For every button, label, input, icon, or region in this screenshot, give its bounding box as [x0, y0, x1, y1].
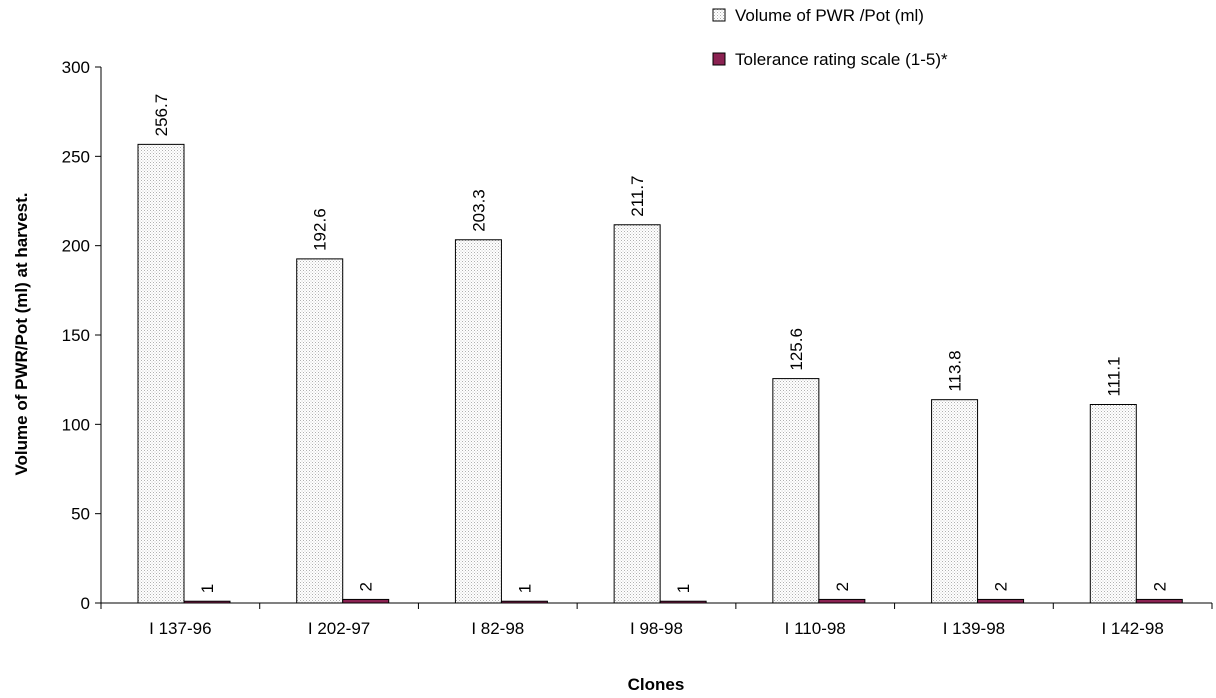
data-label-volume: 125.6 [787, 328, 806, 371]
data-label-volume: 211.7 [628, 175, 647, 216]
x-axis: I 137-96 I 202-97 I 82-98 I 98-98 I 110-98 I … [100, 602, 1213, 638]
data-label-volume: 256.7 [152, 94, 171, 137]
legend-label-volume: Volume of PWR /Pot (ml) [735, 6, 924, 25]
bars: 256.7 192.6 203.3 211.7 125.6 113.8 111.1 1 2 1 1 2… [137, 94, 1183, 604]
data-label-tolerance: 2 [833, 582, 852, 591]
bar-tolerance [818, 598, 866, 604]
x-tick-label: I 142-98 [1101, 619, 1163, 638]
y-tick-label: 150 [62, 326, 90, 345]
bar-volume [1089, 404, 1137, 604]
x-tick-label: I 137-96 [149, 619, 211, 638]
data-label-volume: 192.6 [311, 208, 330, 251]
data-label-volume: 111.1 [1104, 356, 1123, 396]
data-label-tolerance: 2 [992, 582, 1011, 591]
bar-volume [296, 258, 344, 604]
bar-volume [931, 399, 979, 604]
y-axis-title: Volume of PWR/Pot (ml) at harvest. [12, 192, 31, 475]
x-tick-label: I 110-98 [785, 619, 846, 638]
bar-volume [613, 224, 661, 604]
bar-volume [454, 239, 502, 604]
data-label-tolerance: 1 [515, 584, 534, 593]
y-tick-label: 50 [71, 505, 90, 524]
bar-volume [772, 378, 820, 604]
y-tick-label: 0 [81, 594, 90, 613]
y-tick-label: 200 [62, 237, 90, 256]
y-tick-label: 100 [62, 415, 90, 434]
x-tick-label: I 98-98 [630, 619, 683, 638]
bar-volume [137, 143, 185, 604]
legend-item-volume: Volume of PWR /Pot (ml) [712, 6, 924, 25]
legend-item-tolerance: Tolerance rating scale (1-5)* [712, 50, 948, 69]
y-tick-label: 250 [62, 147, 90, 166]
bar-tolerance [342, 598, 390, 604]
data-label-tolerance: 2 [357, 582, 376, 591]
legend-swatch-tolerance [712, 52, 726, 66]
x-tick-label: I 139-98 [943, 619, 1005, 638]
data-label-tolerance: 2 [1150, 582, 1169, 591]
x-tick-label: I 202-97 [308, 619, 370, 638]
data-label-tolerance: 1 [674, 584, 693, 593]
bar-tolerance [1135, 598, 1183, 604]
legend-swatch-volume [712, 8, 726, 22]
x-axis-title: Clones [628, 675, 685, 694]
data-label-tolerance: 1 [198, 584, 217, 593]
data-label-volume: 113.8 [946, 350, 965, 391]
x-tick-label: I 82-98 [471, 619, 524, 638]
data-label-volume: 203.3 [469, 189, 488, 232]
y-tick-label: 300 [62, 58, 90, 77]
legend: Volume of PWR /Pot (ml) Tolerance rating… [712, 6, 948, 69]
y-axis: 0 50 100 150 200 250 300 [62, 58, 102, 613]
bar-tolerance [977, 598, 1025, 604]
legend-label-tolerance: Tolerance rating scale (1-5)* [735, 50, 948, 69]
